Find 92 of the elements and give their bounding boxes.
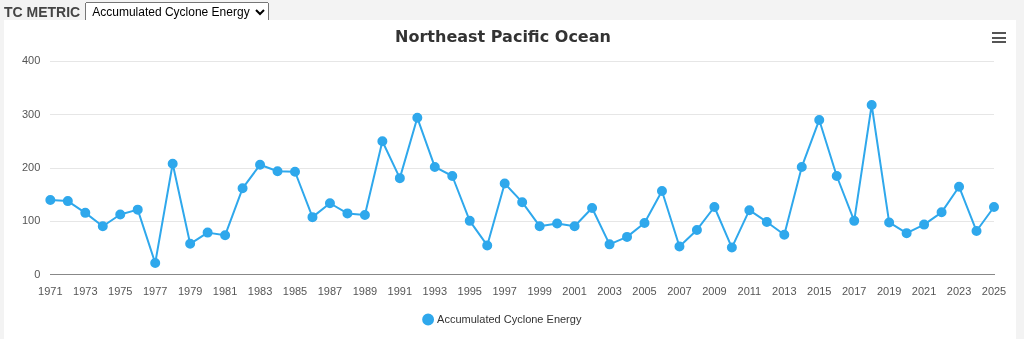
- point: [936, 207, 947, 218]
- y-tick-label: 300: [21, 107, 41, 120]
- x-tick-label: 2025: [981, 285, 1007, 298]
- x-tick-label: 1989: [352, 285, 378, 298]
- point: [639, 218, 650, 228]
- point: [587, 203, 598, 214]
- point: [866, 99, 877, 110]
- point: [884, 217, 895, 228]
- point: [290, 166, 300, 177]
- point: [272, 166, 283, 177]
- y-tick-label: 200: [21, 161, 41, 174]
- x-tick-label: 1993: [422, 285, 448, 298]
- point: [97, 221, 108, 232]
- x-tick-label: 1977: [142, 285, 168, 298]
- point: [674, 241, 685, 252]
- point: [919, 219, 930, 230]
- point: [464, 215, 475, 226]
- x-tick-label: 2009: [702, 285, 727, 298]
- point: [709, 201, 720, 212]
- x-tick-label: 2017: [841, 285, 867, 298]
- x-tick-label: 2023: [946, 285, 972, 298]
- point: [132, 204, 143, 215]
- point: [167, 158, 178, 169]
- point: [307, 212, 318, 223]
- x-tick-label: 1997: [492, 285, 517, 298]
- text: TC METRIC: [4, 4, 81, 20]
- text: Accumulated Cyclone Energy: [85, 2, 270, 22]
- point: [831, 171, 842, 182]
- point: [447, 171, 458, 182]
- point: [814, 114, 825, 125]
- point: [377, 136, 388, 147]
- point: [237, 183, 248, 194]
- point: [622, 231, 633, 242]
- y-tick-label: 400: [21, 54, 41, 67]
- x-tick-label: 1987: [317, 285, 343, 298]
- x-tick-label: 1983: [247, 285, 273, 298]
- legend-label: Accumulated Cyclone Energy: [437, 312, 582, 325]
- x-tick-label: 1995: [457, 285, 482, 298]
- point: [359, 209, 370, 220]
- point: [779, 229, 790, 240]
- point: [202, 227, 213, 238]
- point: [517, 197, 528, 208]
- point: [412, 112, 423, 123]
- point: [255, 159, 266, 170]
- point: [80, 207, 91, 218]
- x-tick-label: 2007: [667, 285, 692, 298]
- x-tick-label: 2001: [562, 285, 587, 298]
- point: [394, 173, 405, 184]
- x-tick-label: 1991: [387, 285, 413, 298]
- point: [691, 224, 702, 235]
- point: [761, 216, 772, 227]
- y-tick-label: 100: [21, 214, 41, 227]
- x-tick-label: 1973: [73, 285, 98, 298]
- point: [971, 226, 982, 237]
- point: [604, 239, 615, 250]
- point: [726, 242, 737, 253]
- x-tick-label: 1975: [108, 285, 133, 298]
- point: [656, 185, 667, 196]
- x-tick-label: 2019: [876, 285, 902, 298]
- chart-title: Northeast Pacific Ocean: [395, 26, 611, 46]
- x-tick-label: 1981: [212, 285, 238, 298]
- y-tick-label: 0: [34, 267, 41, 280]
- x-tick-label: 1971: [38, 285, 63, 298]
- x-tick-label: 2021: [911, 285, 937, 298]
- point: [429, 161, 440, 172]
- point: [989, 201, 999, 212]
- point: [115, 209, 126, 220]
- point: [220, 230, 231, 241]
- point: [62, 196, 73, 207]
- x-tick-label: 1999: [527, 285, 552, 298]
- point: [499, 178, 510, 189]
- point: [569, 221, 580, 232]
- point: [534, 221, 545, 232]
- point: [150, 258, 161, 269]
- point: [901, 228, 912, 239]
- x-tick-label: 1979: [177, 285, 203, 298]
- point: [185, 238, 196, 249]
- point: [342, 208, 353, 219]
- point: [954, 181, 965, 192]
- point: [849, 215, 860, 226]
- x-tick-label: 2003: [597, 285, 622, 298]
- point: [552, 218, 563, 229]
- x-tick-label: 2015: [807, 285, 832, 298]
- x-tick-label: 2013: [772, 285, 797, 298]
- point: [324, 198, 335, 209]
- x-tick-label: 2005: [632, 285, 657, 298]
- point: [796, 161, 807, 172]
- point: [482, 240, 493, 251]
- x-tick-label: 2011: [737, 285, 762, 298]
- point: [45, 195, 56, 206]
- point: [744, 205, 755, 216]
- x-tick-label: 1985: [282, 285, 308, 298]
